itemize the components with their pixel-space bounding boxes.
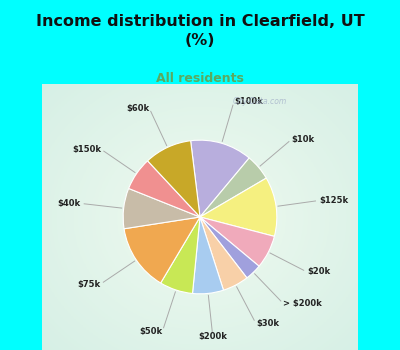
Wedge shape [191,140,249,217]
Text: $40k: $40k [58,199,80,208]
Text: $60k: $60k [126,104,149,113]
Wedge shape [200,178,277,236]
Wedge shape [124,217,200,283]
Wedge shape [123,188,200,229]
Wedge shape [200,158,266,217]
Text: Income distribution in Clearfield, UT
(%): Income distribution in Clearfield, UT (%… [36,14,364,48]
Text: $20k: $20k [307,267,330,276]
Text: $100k: $100k [234,97,263,106]
Text: > $200k: > $200k [283,299,322,308]
Text: $200k: $200k [198,332,227,341]
Wedge shape [200,217,274,266]
Text: $50k: $50k [139,327,162,336]
Wedge shape [148,141,200,217]
Text: City-Data.com: City-Data.com [232,97,287,106]
Wedge shape [200,217,259,278]
Wedge shape [192,217,224,294]
Text: $30k: $30k [256,319,279,328]
Text: $10k: $10k [292,135,315,144]
Text: $150k: $150k [72,145,101,154]
Wedge shape [200,217,247,290]
Wedge shape [129,161,200,217]
Wedge shape [161,217,200,294]
Text: All residents: All residents [156,72,244,85]
Text: $125k: $125k [319,196,348,205]
Text: $75k: $75k [77,280,100,289]
